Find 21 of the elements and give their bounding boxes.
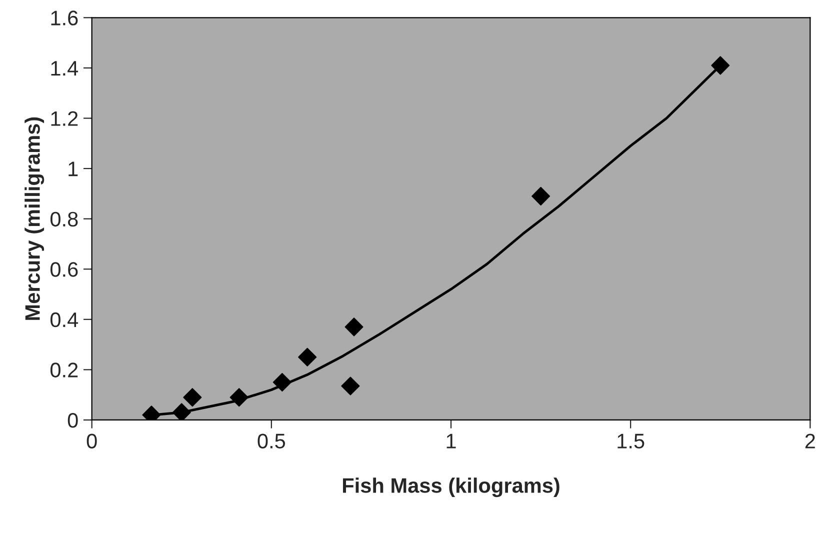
y-tick-label: 1.4	[51, 61, 78, 76]
y-tick-label: 1.6	[51, 10, 78, 26]
y-axis-title: Mercury (milligrams)	[24, 117, 44, 320]
point	[344, 318, 364, 336]
point	[341, 376, 360, 396]
y-tick-label: 0	[68, 412, 78, 428]
point	[532, 186, 550, 206]
x-axis-title: Fish Mass (kilograms)	[342, 478, 560, 498]
y-tick-label: 1.2	[51, 111, 78, 126]
point	[298, 348, 317, 366]
x-tick-label: 0.5	[258, 434, 286, 448]
x-tick-label: 1.5	[618, 434, 644, 448]
point	[183, 388, 202, 407]
y-tick-label: 1	[68, 162, 78, 176]
x-tick-label: 0	[86, 434, 97, 448]
y-tick-label: 0.8	[50, 212, 78, 227]
y-tick-label: 0.6	[50, 262, 78, 277]
y-tick-label: 0.4	[50, 312, 78, 328]
x-tick-label: 1	[446, 434, 456, 448]
y-tick-label: 0.2	[50, 362, 78, 378]
x-tick-label: 2	[805, 434, 815, 448]
